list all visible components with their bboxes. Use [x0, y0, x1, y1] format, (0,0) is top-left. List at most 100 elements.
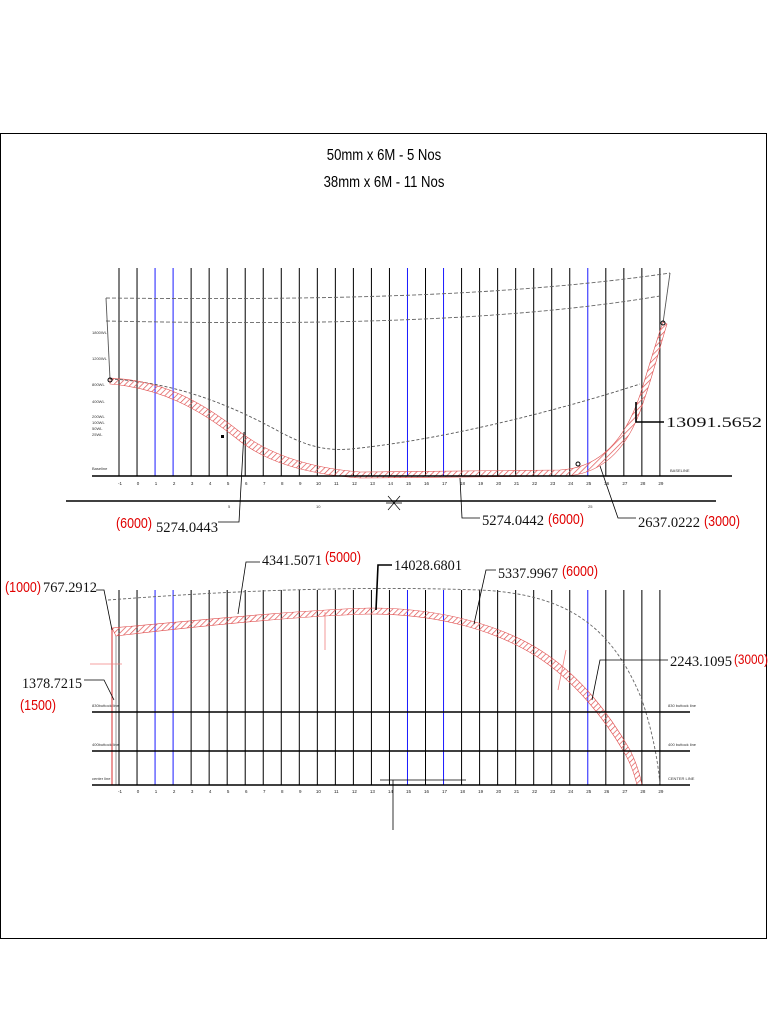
upper-stem-line	[105, 297, 111, 380]
station-label: 1	[155, 481, 158, 486]
upper-waterline-labels: 1800WL 1200WL 800WL 400WL 200WL100WL50WL25WL…	[92, 330, 108, 471]
station-label: 17	[442, 481, 448, 486]
callout-leader-d4	[473, 569, 496, 625]
callout-leader-d5	[84, 679, 115, 701]
station-label: 3	[191, 481, 194, 486]
station-label: 15	[406, 481, 412, 486]
upper-midship-symbol	[386, 495, 402, 511]
station-label: 8	[281, 789, 284, 794]
station-label: 18	[460, 789, 466, 794]
upper-station-lines	[118, 268, 661, 476]
callout-d2-qty: (5000)	[325, 549, 361, 566]
station-label: 14	[388, 789, 394, 794]
callout-c1-qty: (6000)	[116, 515, 152, 532]
callout-leader-d6	[591, 659, 668, 701]
lower-station-labels: -1 0 1 2 3 4 5 6 7 8 9 10 11 12 13 14 15 16 17 18 19 20 21 22 23…	[118, 789, 664, 794]
station-label: -1	[118, 481, 122, 486]
callout-d4-qty: (6000)	[562, 563, 598, 580]
station-label: 29	[658, 789, 664, 794]
station-label: 29	[658, 481, 664, 486]
station-label: 5	[227, 481, 230, 486]
lower-sheer-line	[107, 588, 661, 786]
station-label: 18	[460, 481, 466, 486]
buttock-label-right: 400 buttock line	[668, 742, 697, 747]
station-label: -1	[118, 789, 122, 794]
station-label: 17	[442, 789, 448, 794]
station-label: 21	[514, 481, 520, 486]
station-label: 5	[227, 789, 230, 794]
station-label: 19	[478, 481, 484, 486]
callout-leader-c4	[635, 402, 664, 423]
station-label: 16	[424, 481, 430, 486]
title-line-1: 50mm x 6M - 5 Nos	[326, 147, 442, 164]
upper-small-mark-3: 25	[588, 504, 593, 509]
station-label: 20	[496, 789, 502, 794]
buttock-label-left: 400buttock line	[92, 742, 120, 747]
callout-d1-qty: (1000)	[5, 579, 41, 596]
station-label: 12	[352, 481, 358, 486]
buttock-label-right: CENTER LINE	[668, 776, 695, 781]
station-label: 7	[263, 481, 266, 486]
station-label: 25	[586, 789, 592, 794]
station-label: 26	[604, 481, 610, 486]
lower-red-tick-3	[557, 649, 567, 691]
upper-point-aft	[575, 461, 581, 467]
station-label: 9	[299, 481, 302, 486]
station-label: 16	[424, 789, 430, 794]
callout-leader-c2	[459, 477, 480, 519]
waterline-label: 25WL	[92, 432, 103, 437]
station-label: 24	[568, 481, 574, 486]
station-label: 28	[640, 481, 646, 486]
station-label: 20	[496, 481, 502, 486]
buttock-label-left: 830buttock line	[92, 703, 120, 708]
upper-chine-line	[109, 378, 641, 450]
callout-d6-qty: (3000)	[734, 651, 768, 667]
callout-c3-qty: (3000)	[704, 513, 740, 530]
upper-small-mark-1: 5	[228, 504, 231, 509]
station-label: 24	[568, 789, 574, 794]
station-label: 6	[245, 789, 248, 794]
waterline-label: 100WL	[92, 420, 105, 425]
callout-c1-value: 5274.0443	[156, 520, 218, 536]
callout-leader-d1	[96, 589, 113, 631]
buttock-label-left: center line	[92, 776, 111, 781]
callout-d2-value: 4341.5071	[262, 553, 322, 569]
upper-plank-band	[109, 321, 668, 479]
station-label: 15	[406, 789, 412, 794]
station-label: 4	[209, 481, 212, 486]
callout-d1-value: 767.2912	[43, 580, 97, 596]
station-label: 28	[640, 789, 646, 794]
waterline-label: 400WL	[92, 399, 105, 404]
upper-deck-line	[105, 295, 661, 324]
waterline-label: 800WL	[92, 382, 105, 387]
upper-sheer-line	[105, 272, 671, 300]
station-label: 0	[137, 789, 140, 794]
waterline-label: 50WL	[92, 426, 103, 431]
upper-point-fwd	[221, 435, 224, 438]
station-label: 4	[209, 789, 212, 794]
station-label: 26	[604, 789, 610, 794]
station-label: 0	[137, 481, 140, 486]
station-label: 27	[622, 481, 628, 486]
lower-buttock-labels: 830buttock line 400buttock line center lin…	[92, 703, 697, 781]
callout-leader-c1	[218, 431, 245, 523]
station-label: 23	[550, 789, 556, 794]
waterline-label: 1200WL	[92, 356, 108, 361]
upper-point-stern	[660, 320, 666, 326]
waterline-label: 1800WL	[92, 330, 108, 335]
station-label: 12	[352, 789, 358, 794]
station-label: 10	[316, 789, 322, 794]
callout-d3-value: 14028.6801	[394, 558, 462, 574]
callout-d5-qty: (1500)	[20, 697, 56, 714]
station-label: 13	[370, 789, 376, 794]
callout-d6-value: 2243.1095	[670, 654, 732, 670]
station-label: 10	[316, 481, 322, 486]
station-label: 11	[334, 789, 339, 794]
buttock-label-right: 830 buttock line	[668, 703, 697, 708]
station-label: 6	[245, 481, 248, 486]
upper-point-bow	[107, 377, 113, 383]
station-label: 2	[173, 481, 176, 486]
station-label: 22	[532, 481, 538, 486]
callout-leader-c3	[599, 465, 636, 519]
